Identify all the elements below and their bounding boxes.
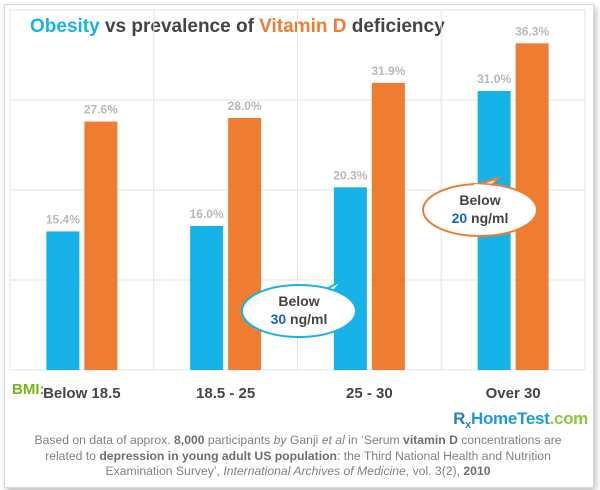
bar-blue xyxy=(333,187,367,370)
footnote-journal: International Archives of Medicine xyxy=(223,464,406,478)
data-label: 15.4% xyxy=(46,212,80,226)
callout-value: 20 xyxy=(452,210,468,226)
footnote-depression: depression in young adult US population xyxy=(99,448,337,463)
footnote-vitamin-d: vitamin D xyxy=(403,433,458,447)
footnote-text-7: , vol. 3(2), xyxy=(405,464,464,478)
title-obesity: Obesity xyxy=(30,16,100,37)
callout-bubble: Below 30 ng/ml xyxy=(241,279,357,338)
callout-ellipse xyxy=(241,284,357,338)
footnote-text-6: : the Third National Health and Nutritio… xyxy=(105,448,551,479)
footnote-et-al: et al xyxy=(321,433,345,447)
data-label: 31.9% xyxy=(371,64,405,78)
brand-hometest: HomeTest xyxy=(470,409,550,428)
title-end: deficiency xyxy=(346,16,445,37)
callout-line-2: 30 ng/ml xyxy=(271,311,328,327)
data-label: 36.3% xyxy=(515,24,549,38)
callout-seam xyxy=(320,290,330,298)
brand-logo: RxHomeTest.com xyxy=(453,409,588,431)
brand-dotcom: .com xyxy=(549,409,589,428)
category-label: 25 - 30 xyxy=(346,385,393,402)
footnote-text-5: concentrations are related to xyxy=(45,433,562,463)
category-label: Over 30 xyxy=(486,385,541,402)
bar-blue xyxy=(190,226,224,370)
callout-value: 30 xyxy=(271,311,287,327)
bar-orange xyxy=(84,121,118,370)
chart-title: Obesity vs prevalence of Vitamin D defic… xyxy=(30,16,445,38)
callout-unit: ng/ml xyxy=(286,311,327,327)
brand-rx-x: x xyxy=(465,419,471,431)
callout-line-2: 20 ng/ml xyxy=(452,210,509,226)
footnote-year: 2010 xyxy=(463,464,491,478)
data-label: 20.3% xyxy=(333,168,367,182)
category-label: Below 18.5 xyxy=(43,385,121,402)
callout-bubble: Below 20 ng/ml xyxy=(422,175,538,237)
category-label: 18.5 - 25 xyxy=(196,385,255,402)
data-label: 28.0% xyxy=(228,99,262,113)
data-label: 31.0% xyxy=(477,72,511,86)
bmi-axis-label: BMI: xyxy=(12,381,45,398)
callout-line-1: Below xyxy=(278,293,319,309)
title-middle: vs prevalence of xyxy=(99,16,260,37)
footnote-by: by xyxy=(273,433,287,447)
brand-rx-r: R xyxy=(453,409,466,428)
footnote-text-3: Ganji xyxy=(286,433,322,447)
data-label: 16.0% xyxy=(190,207,224,221)
title-vitamin-d: Vitamin D xyxy=(259,16,347,37)
bar-orange xyxy=(371,82,405,371)
bar-orange xyxy=(228,118,262,370)
footnote-text-2: participants xyxy=(204,433,274,447)
footnote-text-4: in ‘Serum xyxy=(344,433,404,447)
bar-blue xyxy=(46,231,80,370)
source-footnote: Based on data of approx. 8,000 participa… xyxy=(20,433,576,480)
callout-line-1: Below xyxy=(459,192,500,208)
data-label: 27.6% xyxy=(84,103,118,117)
footnote-text-1: Based on data of approx. xyxy=(34,433,175,447)
callout-unit: ng/ml xyxy=(467,210,508,226)
callout-seam xyxy=(473,184,491,189)
callout-ellipse xyxy=(422,183,538,237)
footnote-participants: 8,000 xyxy=(174,433,205,447)
